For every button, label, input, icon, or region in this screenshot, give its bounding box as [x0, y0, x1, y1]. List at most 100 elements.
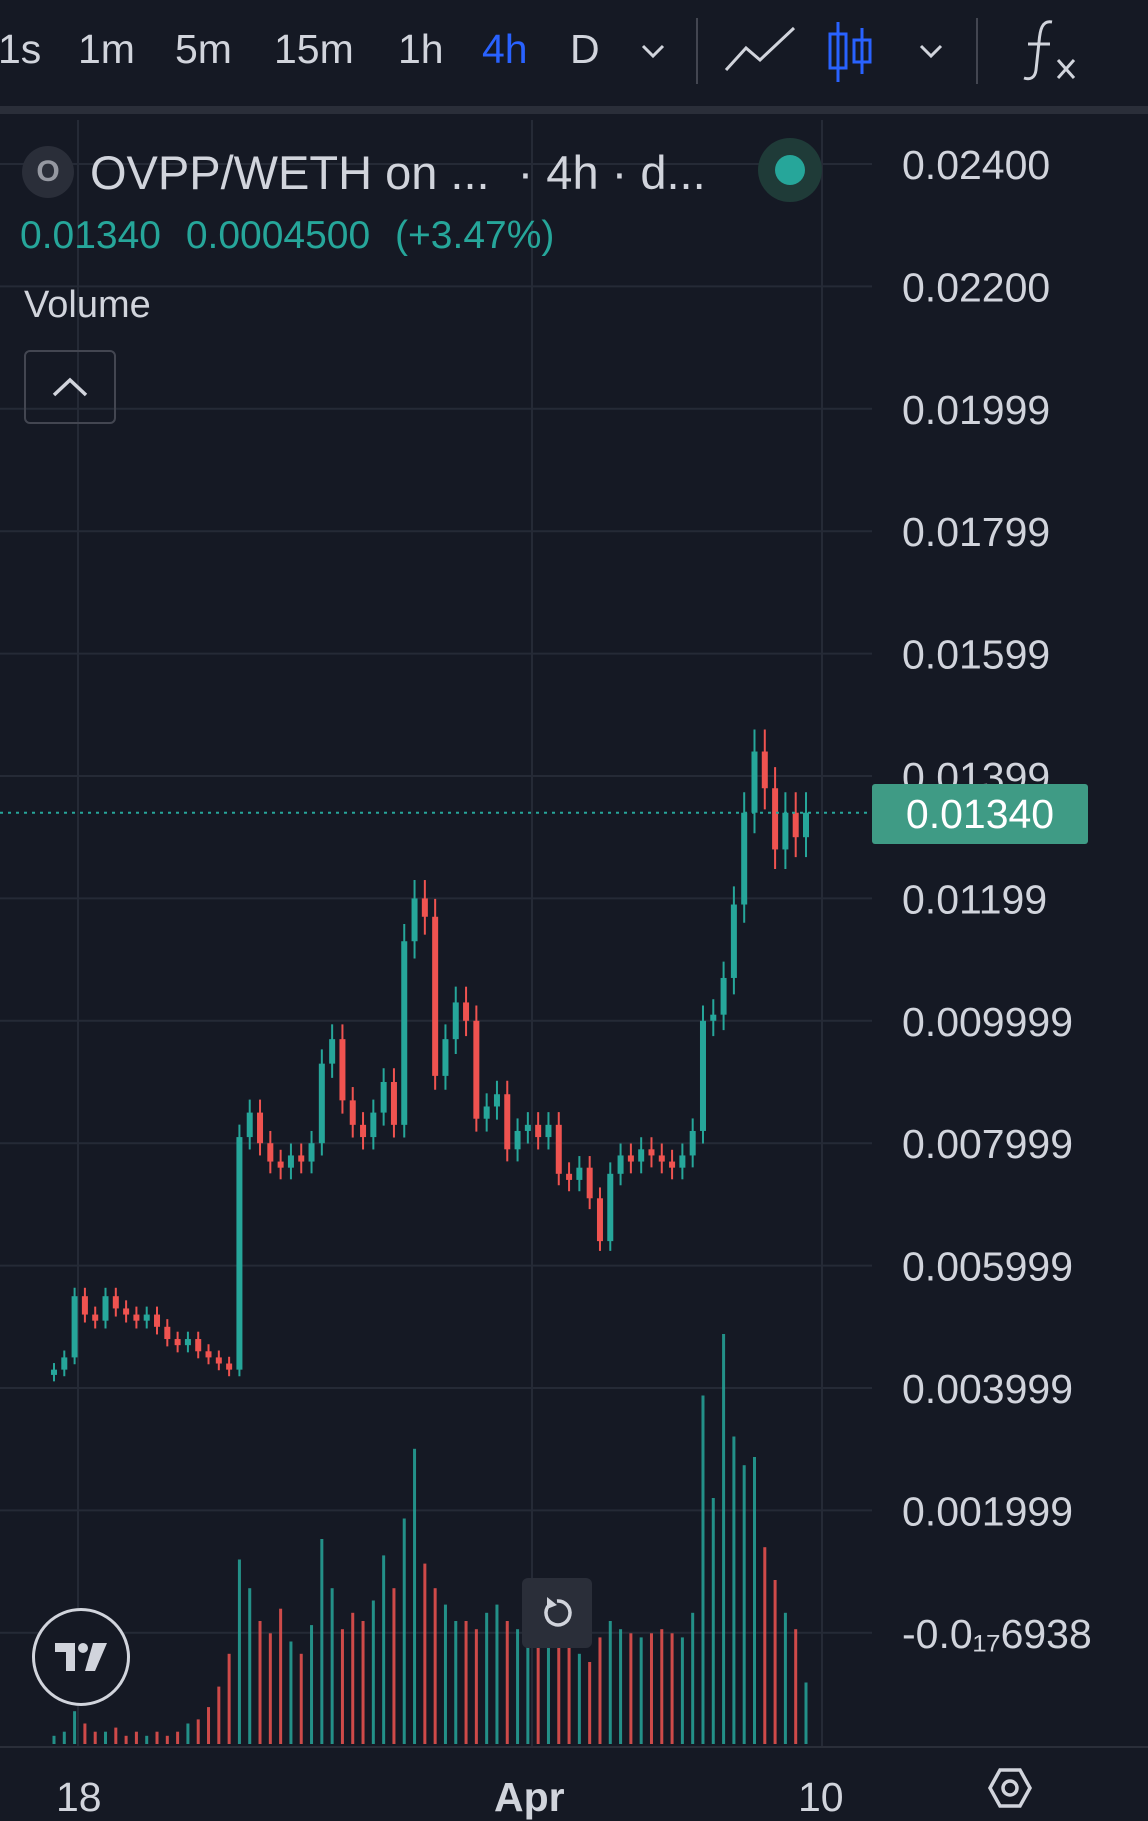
symbol-title: OVPP/WETH on ...	[90, 145, 490, 199]
volume-indicator-label[interactable]: Volume	[24, 284, 151, 326]
price-axis-label: 0.01999	[902, 387, 1050, 433]
volume-bar	[83, 1723, 87, 1744]
tradingview-logo[interactable]	[32, 1608, 130, 1706]
volume-bar	[454, 1621, 458, 1744]
volume-bar	[176, 1731, 180, 1744]
volume-bar	[371, 1600, 375, 1744]
candle-body	[555, 1124, 562, 1174]
volume-bar	[557, 1641, 561, 1744]
timeframe-5m[interactable]: 5m	[175, 26, 232, 72]
timeframe-d[interactable]: D	[570, 26, 600, 72]
volume-bar	[773, 1580, 777, 1744]
volume-bar	[485, 1612, 489, 1744]
timeframe-1s[interactable]: 1s	[0, 26, 42, 72]
volume-bar	[639, 1637, 643, 1744]
candle-body	[380, 1082, 387, 1113]
tradingview-logo-icon	[55, 1643, 107, 1671]
volume-bar	[62, 1731, 66, 1744]
line-chart-icon[interactable]	[724, 24, 796, 76]
volume-bar	[134, 1731, 138, 1744]
volume-bar	[598, 1637, 602, 1744]
volume-bar	[649, 1633, 653, 1744]
price-axis-label: 0.005999	[902, 1244, 1073, 1290]
candle-body	[339, 1039, 346, 1101]
volume-bar	[567, 1645, 571, 1744]
candle-body	[473, 1020, 480, 1119]
candle-body	[92, 1314, 99, 1321]
symbol-meta: · 4h · d...	[517, 145, 706, 199]
timeframe-1m[interactable]: 1m	[78, 26, 135, 72]
volume-bar	[361, 1621, 365, 1744]
settings-icon[interactable]	[986, 1764, 1034, 1812]
candle-body	[298, 1155, 305, 1162]
toolbar-divider	[976, 18, 978, 84]
volume-bar	[104, 1731, 108, 1744]
volume-bar	[217, 1686, 221, 1744]
candle-body	[277, 1161, 284, 1168]
candle-body	[61, 1357, 68, 1370]
candle-body	[164, 1326, 171, 1340]
candle-body	[432, 916, 439, 1076]
candle-body	[761, 751, 768, 789]
time-axis[interactable]: 18 Apr 10	[0, 1746, 1148, 1820]
volume-bar	[474, 1629, 478, 1744]
candlestick-icon[interactable]	[826, 20, 874, 84]
volume-bar	[577, 1653, 581, 1744]
collapse-legend-button[interactable]	[24, 350, 116, 424]
candle-body	[741, 812, 748, 905]
candle-body	[803, 812, 809, 838]
candle-body	[390, 1082, 397, 1125]
candle-body	[112, 1296, 119, 1309]
volume-bar	[804, 1682, 808, 1744]
volume-bar	[629, 1633, 633, 1744]
volume-bar	[186, 1723, 190, 1744]
volume-bar	[752, 1457, 756, 1744]
candle-body	[751, 751, 758, 813]
reset-chart-button[interactable]	[522, 1578, 592, 1648]
market-status-indicator[interactable]	[758, 138, 822, 202]
candle-body	[442, 1039, 449, 1076]
candle-body	[123, 1308, 130, 1315]
price-axis-label: 0.001999	[902, 1488, 1073, 1534]
candle-body	[195, 1339, 202, 1352]
timeframe-4h[interactable]: 4h	[482, 26, 528, 72]
candle-body	[174, 1339, 181, 1346]
symbol-avatar: O	[22, 146, 74, 198]
candle-body	[617, 1155, 624, 1174]
candle-body	[267, 1143, 274, 1162]
candle-body	[411, 898, 418, 942]
candle-body	[566, 1173, 573, 1180]
volume-bar	[52, 1735, 56, 1744]
volume-bar	[299, 1653, 303, 1744]
candle-body	[318, 1063, 325, 1144]
candle-body	[679, 1155, 686, 1168]
volume-bar	[124, 1735, 128, 1744]
candle-body	[710, 1014, 717, 1021]
volume-bar	[794, 1629, 798, 1744]
volume-bar	[165, 1735, 169, 1744]
timeframe-15m[interactable]: 15m	[274, 26, 354, 72]
candle-body	[699, 1020, 706, 1131]
candle-body	[133, 1314, 140, 1321]
price-legend: 0.01340 0.0004500 (+3.47%)	[20, 214, 568, 258]
candle-body	[81, 1296, 88, 1315]
legend-change: 0.0004500	[185, 214, 371, 257]
volume-bar	[536, 1608, 540, 1744]
indicators-fx-icon[interactable]	[1018, 18, 1088, 84]
volume-bar	[330, 1588, 334, 1744]
candle-body	[51, 1369, 57, 1375]
volume-bar	[392, 1588, 396, 1744]
chevron-down-icon[interactable]	[638, 36, 668, 66]
chevron-down-icon[interactable]	[916, 36, 946, 66]
candle-body	[226, 1363, 233, 1370]
price-axis-label: 0.01799	[902, 509, 1050, 555]
volume-bar	[742, 1465, 746, 1744]
candle-body	[730, 904, 737, 978]
timeframe-1h[interactable]: 1h	[398, 26, 444, 72]
volume-bar	[145, 1735, 149, 1744]
volume-bar	[248, 1588, 252, 1744]
time-label: Apr	[494, 1774, 565, 1820]
volume-bar	[443, 1604, 447, 1744]
symbol-legend[interactable]: O OVPP/WETH on ... · 4h · d...	[22, 142, 706, 202]
